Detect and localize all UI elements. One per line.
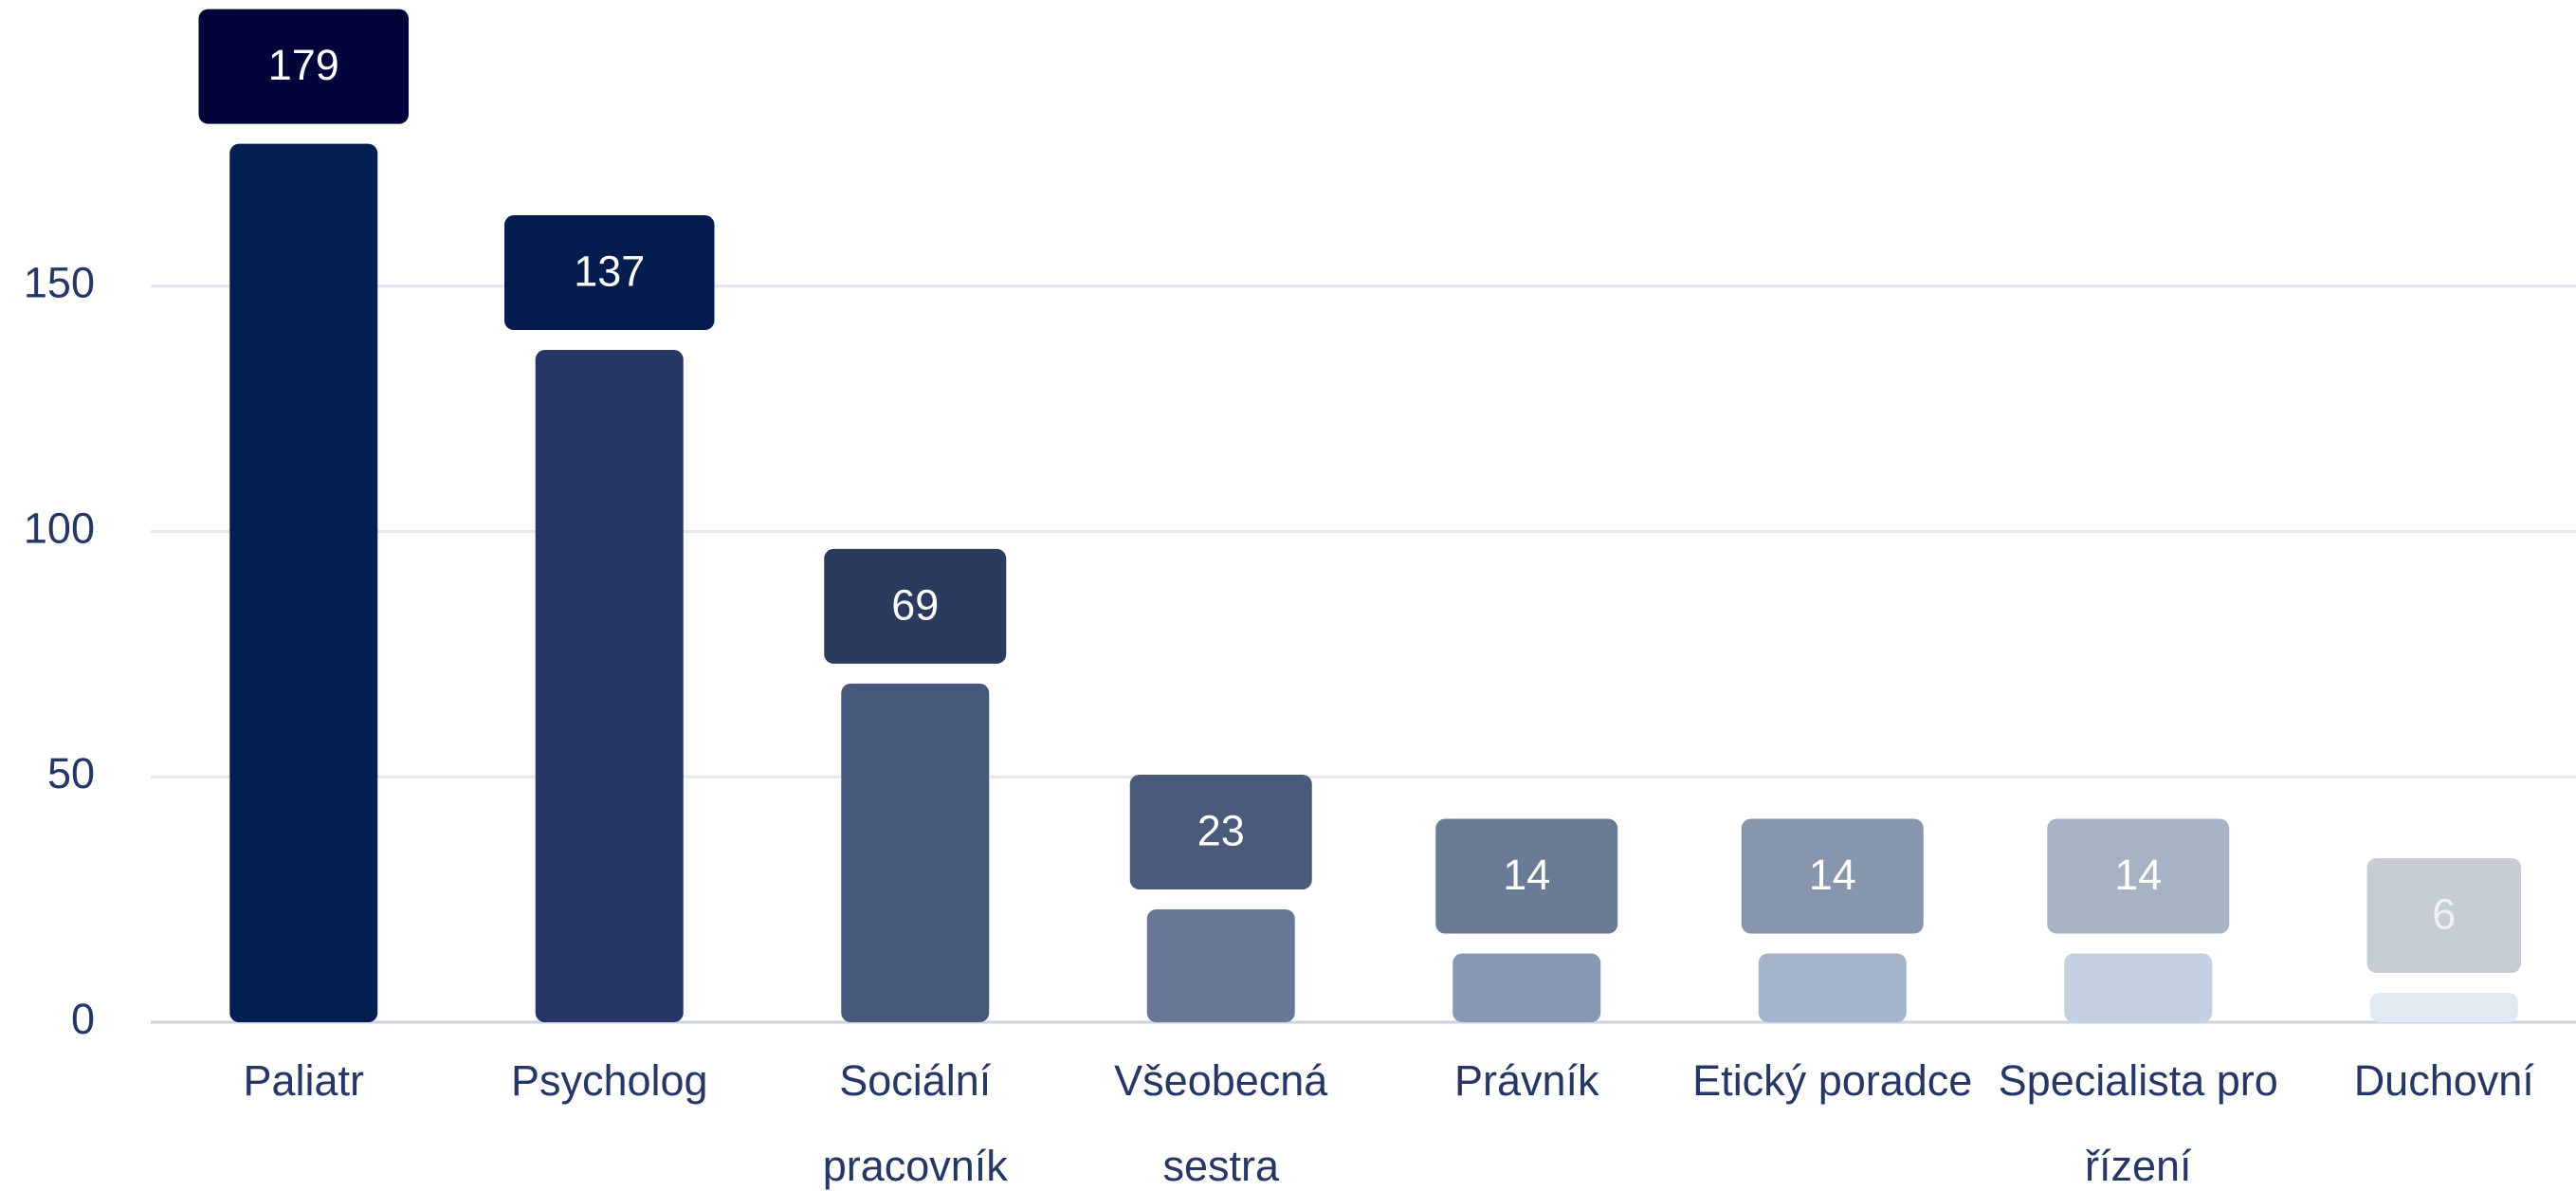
value-label: 23 bbox=[1197, 806, 1245, 854]
value-label: 69 bbox=[891, 580, 939, 629]
value-label: 14 bbox=[2114, 851, 2162, 899]
x-tick-label: Etický poradce bbox=[1692, 1056, 1973, 1105]
x-tick-label: Sociální pracovník bbox=[822, 1056, 1008, 1190]
value-label: 6 bbox=[2432, 889, 2456, 938]
bar bbox=[229, 143, 378, 1023]
bar bbox=[535, 350, 684, 1022]
y-tick-label: 150 bbox=[24, 259, 95, 307]
value-label-box bbox=[1129, 774, 1312, 889]
y-tick-label: 100 bbox=[24, 504, 95, 552]
value-label: 179 bbox=[268, 41, 339, 89]
value-label: 14 bbox=[1503, 851, 1550, 899]
value-label-box bbox=[2366, 857, 2521, 973]
y-tick-label: 0 bbox=[71, 995, 95, 1043]
bar bbox=[1452, 953, 1601, 1022]
value-label-box bbox=[1435, 818, 1618, 934]
value-label: 137 bbox=[574, 247, 645, 295]
y-tick-label: 50 bbox=[47, 749, 95, 797]
x-tick-label: Specialista pro řízení bbox=[1998, 1056, 2278, 1190]
bar bbox=[841, 683, 990, 1022]
x-tick-label: Psycholog bbox=[510, 1056, 708, 1105]
x-tick-label: Všeobecná sestra bbox=[1114, 1056, 1328, 1190]
value-label-box bbox=[198, 9, 409, 124]
value-label: 14 bbox=[1809, 851, 1856, 899]
bar bbox=[2064, 953, 2213, 1022]
bar bbox=[2369, 992, 2518, 1022]
bar bbox=[1758, 953, 1907, 1022]
bar bbox=[1146, 908, 1295, 1022]
x-tick-label: Paliatr bbox=[243, 1056, 365, 1105]
value-label-box bbox=[2047, 818, 2230, 934]
x-tick-label: Duchovní bbox=[2353, 1056, 2534, 1105]
value-label-box bbox=[824, 548, 1007, 664]
value-label-box bbox=[1741, 818, 1924, 934]
value-label-box bbox=[504, 215, 715, 331]
x-tick-label: Právník bbox=[1453, 1056, 1599, 1105]
